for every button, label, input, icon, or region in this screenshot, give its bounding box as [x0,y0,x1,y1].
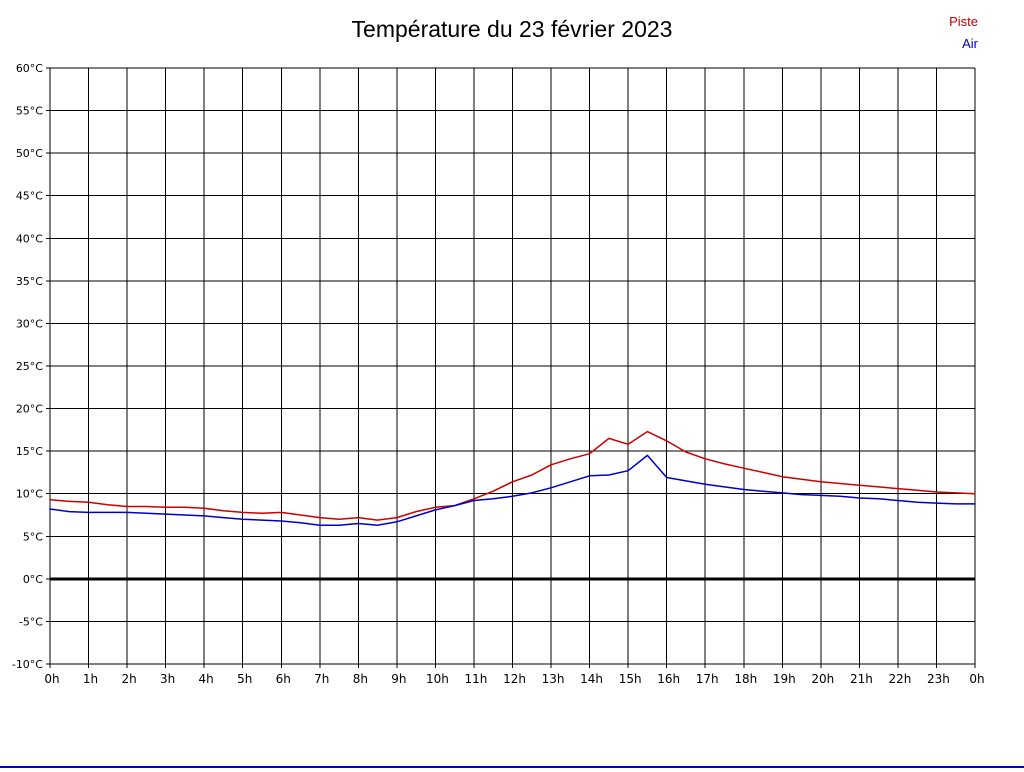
y-tick-label: 60°C [16,62,43,75]
x-tick-label: 23h [927,672,950,686]
x-tick-label: 0h [44,672,59,686]
y-tick-label: 40°C [16,232,43,245]
x-tick-label: 22h [888,672,911,686]
legend-item-piste: Piste [949,11,978,33]
x-tick-label: 12h [503,672,526,686]
y-tick-label: 45°C [16,190,43,203]
x-tick-label: 17h [696,672,719,686]
y-tick-label: 35°C [16,275,43,288]
chart-legend: Piste Air [949,11,978,55]
y-tick-label: 15°C [16,445,43,458]
x-tick-label: 19h [773,672,796,686]
x-tick-label: 13h [542,672,565,686]
x-tick-label: 10h [426,672,449,686]
y-tick-label: -5°C [19,615,43,628]
x-tick-label: 8h [353,672,368,686]
x-tick-label: 5h [237,672,252,686]
bottom-border-line [0,766,1024,768]
x-tick-label: 0h [969,672,984,686]
x-tick-label: 6h [276,672,291,686]
y-tick-label: 25°C [16,360,43,373]
x-tick-label: 21h [850,672,873,686]
legend-label-air: Air [962,36,978,51]
y-tick-label: -10°C [12,658,43,671]
legend-label-piste: Piste [949,14,978,29]
x-tick-label: 20h [811,672,834,686]
y-tick-label: 20°C [16,403,43,416]
x-tick-label: 16h [657,672,680,686]
x-tick-label: 11h [465,672,488,686]
x-tick-label: 7h [314,672,329,686]
series-line-air [49,454,976,526]
legend-item-air: Air [949,33,978,55]
x-tick-label: 3h [160,672,175,686]
chart-title: Température du 23 février 2023 [351,16,673,42]
x-tick-label: 2h [121,672,136,686]
series-line-piste [49,430,976,521]
x-tick-label: 18h [734,672,757,686]
y-tick-label: 30°C [16,317,43,330]
y-tick-label: 5°C [23,530,43,543]
x-tick-label: 15h [619,672,642,686]
y-tick-label: 50°C [16,147,43,160]
y-tick-label: 10°C [16,488,43,501]
x-tick-label: 9h [391,672,406,686]
x-tick-label: 1h [83,672,98,686]
y-tick-label: 55°C [16,105,43,118]
x-tick-label: 4h [199,672,214,686]
x-tick-label: 14h [580,672,603,686]
y-tick-label: 0°C [23,573,43,586]
